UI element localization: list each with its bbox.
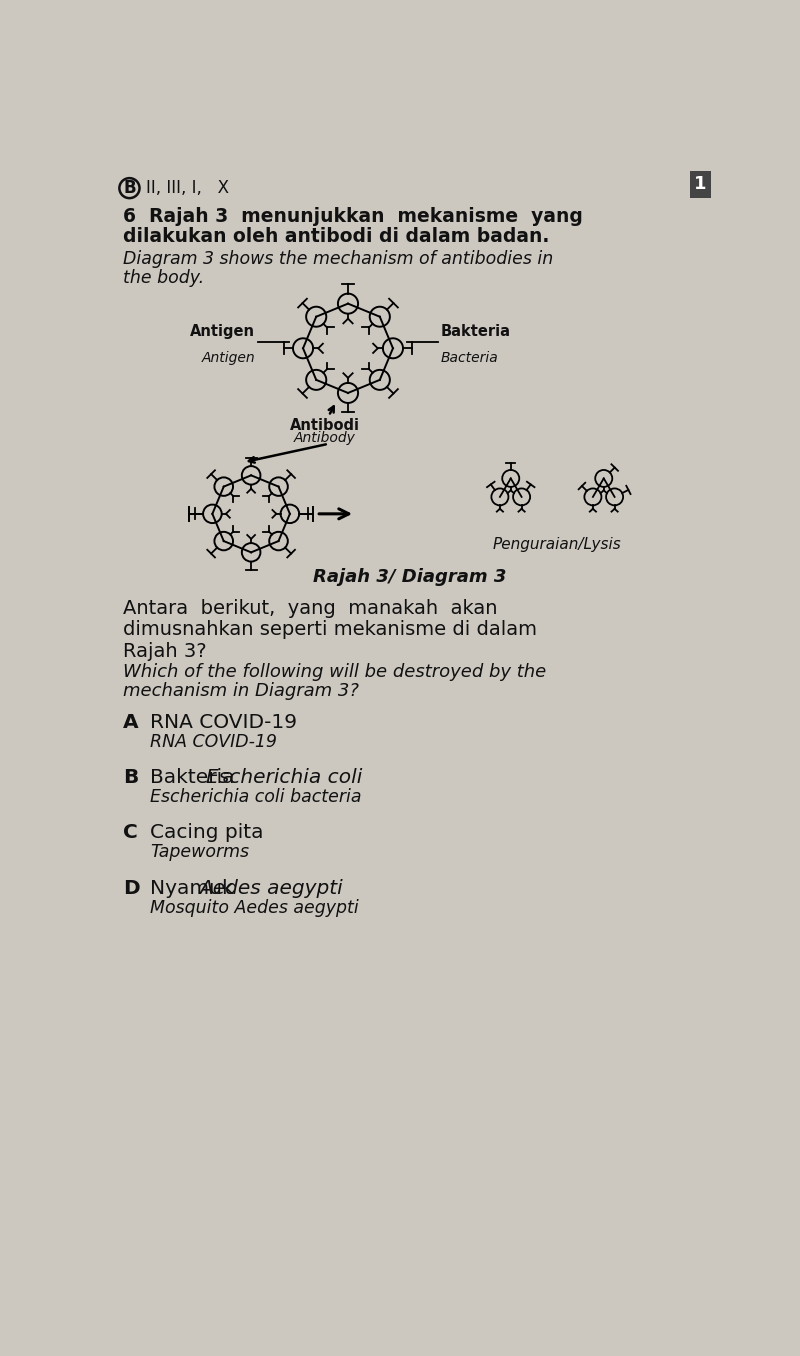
Text: Antigen: Antigen [190, 324, 255, 339]
Text: Antibodi: Antibodi [290, 419, 360, 434]
Text: C: C [123, 823, 138, 842]
Text: Rajah 3/ Diagram 3: Rajah 3/ Diagram 3 [314, 568, 506, 586]
Text: Penguraian/Lysis: Penguraian/Lysis [493, 537, 622, 552]
Text: 1: 1 [694, 175, 707, 193]
Text: RNA COVID-19: RNA COVID-19 [150, 712, 298, 731]
Text: Cacing pita: Cacing pita [150, 823, 264, 842]
Text: Diagram 3 shows the mechanism of antibodies in: Diagram 3 shows the mechanism of antibod… [123, 251, 554, 268]
Text: B: B [123, 767, 138, 786]
Text: Which of the following will be destroyed by the: Which of the following will be destroyed… [123, 663, 546, 681]
Text: mechanism in Diagram 3?: mechanism in Diagram 3? [123, 682, 359, 700]
Text: Bacteria: Bacteria [441, 351, 498, 365]
Text: Antibody: Antibody [294, 431, 356, 446]
Text: Antara  berikut,  yang  manakah  akan: Antara berikut, yang manakah akan [123, 598, 498, 617]
Text: Bakteria: Bakteria [150, 767, 242, 786]
Text: A: A [123, 712, 139, 731]
Text: Escherichia coli bacteria: Escherichia coli bacteria [150, 788, 362, 805]
Text: II, III, I,   X: II, III, I, X [146, 179, 230, 197]
Text: Rajah 3?: Rajah 3? [123, 641, 207, 660]
Text: RNA COVID-19: RNA COVID-19 [150, 732, 278, 750]
Text: dimusnahkan seperti mekanisme di dalam: dimusnahkan seperti mekanisme di dalam [123, 620, 538, 639]
Text: Antigen: Antigen [202, 351, 255, 365]
Text: B: B [123, 179, 136, 197]
Text: Tapeworms: Tapeworms [150, 843, 250, 861]
Text: Aedes aegypti: Aedes aegypti [199, 879, 343, 898]
Text: the body.: the body. [123, 268, 204, 287]
Text: Nyamuk: Nyamuk [150, 879, 241, 898]
Text: D: D [123, 879, 140, 898]
Text: 6  Rajah 3  menunjukkan  mekanisme  yang: 6 Rajah 3 menunjukkan mekanisme yang [123, 207, 583, 226]
Text: Mosquito Aedes aegypti: Mosquito Aedes aegypti [150, 899, 359, 917]
Text: Escherichia coli: Escherichia coli [206, 767, 362, 786]
Text: Bakteria: Bakteria [441, 324, 511, 339]
Text: dilakukan oleh antibodi di dalam badan.: dilakukan oleh antibodi di dalam badan. [123, 228, 550, 247]
